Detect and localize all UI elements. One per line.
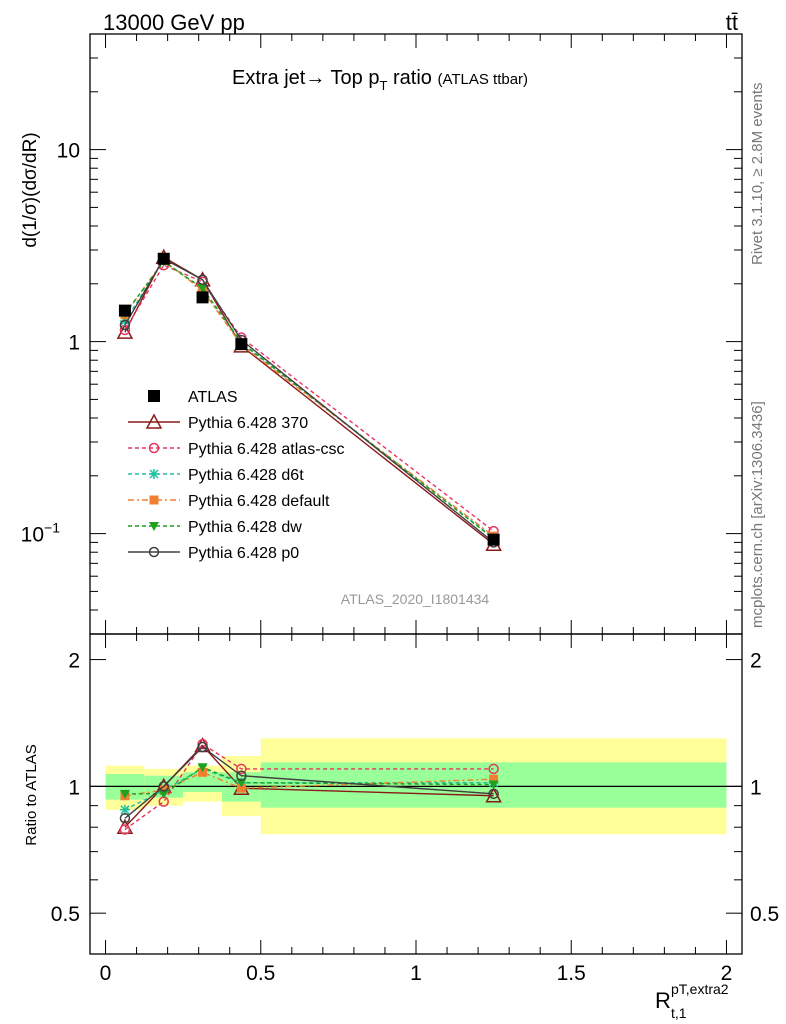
- y-tick-label: 1: [68, 332, 80, 355]
- mc-point: [119, 813, 131, 824]
- ratio-tick-label-right: 1: [750, 776, 762, 799]
- legend: ATLAS Pythia 6.428 370 Pythia 6.428 atlas-…: [128, 389, 345, 562]
- x-axis-label-sub: t,1: [671, 1005, 687, 1021]
- y-tick-exponent: −1: [44, 520, 60, 536]
- legend-label: Pythia 6.428 p0: [188, 545, 299, 562]
- legend-label: Pythia 6.428 atlas-csc: [188, 441, 345, 458]
- mc-point: [197, 284, 208, 294]
- mc-point: [236, 770, 247, 781]
- data-point: [487, 533, 500, 546]
- ratio-series-line: [124, 746, 494, 819]
- plot-title: Extra jet→ Top pT ratio (ATLAS ttbar): [232, 67, 528, 93]
- data-point: [196, 291, 209, 304]
- mc-point: [158, 789, 169, 799]
- analysis-id: ATLAS_2020_I1801434: [341, 591, 490, 607]
- legend-label: Pythia 6.428 dw: [188, 519, 302, 536]
- mc-point: [197, 763, 208, 773]
- mc-point: [197, 741, 208, 753]
- mc-point: [119, 824, 131, 835]
- legend-label: Pythia 6.428 default: [188, 493, 330, 510]
- mc-point: [149, 469, 159, 479]
- mc-point: [119, 319, 131, 331]
- ratio-tick-label-right: 0.5: [750, 903, 779, 926]
- ratio-frame: [89, 633, 743, 955]
- mc-point: [485, 787, 502, 803]
- legend-label: Pythia 6.428 370: [188, 415, 308, 432]
- mc-point: [489, 774, 499, 784]
- mc-point: [488, 780, 499, 790]
- energy-label: 13000 GeV pp: [103, 10, 245, 35]
- mc-point: [149, 522, 159, 531]
- mc-point: [148, 546, 160, 558]
- mc-point: [236, 783, 246, 793]
- mc-point: [236, 778, 247, 788]
- mc-point: [148, 442, 160, 454]
- ratio-tick-label: 0.5: [51, 903, 80, 926]
- x-axis-label: R: [655, 988, 671, 1013]
- series-line: [124, 260, 495, 540]
- main-frame: [89, 33, 743, 635]
- mc-point: [197, 274, 208, 285]
- rivet-label: Rivet 3.1.10, ≥ 2.8M events: [749, 83, 766, 266]
- x-tick-label: 0.5: [246, 962, 275, 985]
- mc-point: [488, 788, 499, 800]
- x-axis-label-sup: pT,extra2: [671, 981, 729, 997]
- mc-point-stroke: [120, 805, 130, 815]
- y-tick-label: 10: [57, 140, 80, 163]
- legend-label: Pythia 6.428 d6t: [188, 467, 304, 484]
- ratio-y-axis-label: Ratio to ATLAS: [23, 744, 40, 845]
- series-line: [124, 257, 495, 543]
- x-tick-label: 1: [410, 962, 422, 985]
- mc-point: [488, 763, 499, 775]
- y-tick-label: 10−1: [21, 520, 61, 547]
- ratio-tick-label-right: 2: [750, 650, 762, 673]
- mcplots-label: mcplots.cern.ch [arXiv:1306.3436]: [749, 401, 766, 628]
- mc-point: [158, 781, 169, 792]
- mc-point: [145, 413, 163, 429]
- ratio-panel: 0 0.5 1 1.5 2 0.5 0.5 1 1 2 2: [51, 633, 779, 985]
- series-line: [124, 264, 495, 532]
- mc-point: [119, 789, 130, 799]
- process-label: tt̄: [726, 10, 738, 35]
- x-tick-label: 1.5: [557, 962, 586, 985]
- mc-point: [197, 738, 208, 750]
- main-panel: 10−1 1 10: [21, 33, 743, 954]
- x-tick-label: 0: [100, 962, 112, 985]
- data-point: [148, 390, 160, 402]
- mc-point: [198, 767, 208, 777]
- ratio-tick-label: 1: [68, 776, 80, 799]
- legend-label: ATLAS: [188, 389, 238, 406]
- ratio-series-line: [124, 744, 494, 828]
- main-y-axis-label: d(1/σ)(dσ/dR): [20, 132, 41, 247]
- x-tick-label: 2: [721, 962, 733, 985]
- mc-point-stroke: [149, 469, 159, 479]
- data-point: [157, 252, 170, 265]
- data-point: [235, 338, 248, 351]
- data-point: [118, 304, 131, 317]
- mc-point: [236, 763, 247, 775]
- mc-point: [149, 495, 159, 505]
- ratio-series-line: [124, 743, 494, 831]
- ratio-tick-label: 2: [68, 650, 80, 673]
